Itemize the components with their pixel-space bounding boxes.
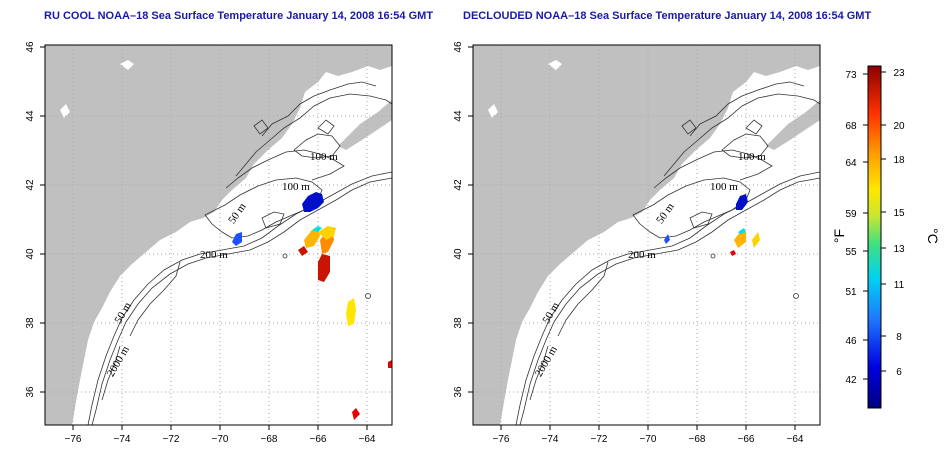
lon-tick-label: −72 bbox=[591, 434, 608, 445]
axis-ticks bbox=[40, 46, 368, 430]
lake bbox=[548, 60, 562, 70]
graticule bbox=[473, 45, 820, 425]
sst-pixels bbox=[232, 192, 392, 420]
lat-tick-label: 38 bbox=[453, 317, 464, 329]
temperature-colorbar: 73 68 64 59 55 51 46 42 23 20 18 15 13 1… bbox=[831, 65, 941, 409]
land-mass bbox=[473, 45, 820, 425]
lat-tick-label: 40 bbox=[25, 248, 36, 260]
fahrenheit-tick: 59 bbox=[845, 209, 857, 220]
lon-tick-label: −64 bbox=[359, 434, 376, 445]
lat-tick-label: 38 bbox=[25, 317, 36, 329]
panel-title-left: RU COOL NOAA–18 Sea Surface Temperature … bbox=[44, 10, 434, 22]
land-mass bbox=[45, 45, 392, 425]
contour-label: 100 m bbox=[282, 181, 310, 193]
lon-tick-label: −70 bbox=[212, 434, 229, 445]
lat-tick-label: 44 bbox=[25, 110, 36, 122]
nova-scotia bbox=[766, 100, 820, 150]
colorbar-gradient bbox=[867, 65, 882, 409]
axis-ticks bbox=[468, 46, 796, 430]
lat-tick-label: 44 bbox=[453, 110, 464, 122]
fahrenheit-tick: 64 bbox=[845, 158, 857, 169]
celsius-axis-label: °C bbox=[925, 228, 941, 244]
lon-tick-label: −76 bbox=[493, 434, 510, 445]
lat-tick-label: 40 bbox=[453, 248, 464, 260]
lake bbox=[120, 60, 134, 70]
map-frame bbox=[472, 44, 821, 426]
lat-tick-label: 42 bbox=[25, 179, 36, 191]
lon-tick-label: −70 bbox=[640, 434, 657, 445]
celsius-tick: 8 bbox=[896, 332, 902, 343]
fahrenheit-axis-label: °F bbox=[831, 229, 847, 243]
lon-tick-label: −74 bbox=[114, 434, 131, 445]
graticule bbox=[45, 45, 392, 425]
lake bbox=[488, 104, 498, 118]
celsius-tick: 23 bbox=[893, 68, 905, 79]
lon-tick-label: −68 bbox=[261, 434, 278, 445]
lon-tick-label: −68 bbox=[689, 434, 706, 445]
bathymetry-contours bbox=[87, 81, 392, 425]
lon-tick-label: −74 bbox=[542, 434, 559, 445]
celsius-tick: 18 bbox=[893, 155, 905, 166]
map-panel-left: 100 m 100 m 50 m 200 m 50 m 2000 m −76 −… bbox=[25, 41, 393, 445]
lon-tick-label: −66 bbox=[738, 434, 755, 445]
fahrenheit-tick: 68 bbox=[845, 121, 857, 132]
map-frame bbox=[44, 44, 393, 426]
lon-tick-label: −72 bbox=[163, 434, 180, 445]
lake bbox=[60, 104, 70, 118]
map-panel-right: 100 m 100 m 50 m 200 m 50 m 2000 m −76 −… bbox=[453, 41, 821, 445]
fahrenheit-tick: 46 bbox=[845, 336, 857, 347]
contour-label: 100 m bbox=[310, 151, 338, 163]
panel-title-right: DECLOUDED NOAA–18 Sea Surface Temperatur… bbox=[463, 10, 872, 22]
lon-tick-label: −64 bbox=[787, 434, 804, 445]
nova-scotia bbox=[338, 100, 392, 150]
lat-tick-label: 36 bbox=[453, 386, 464, 398]
fahrenheit-tick: 73 bbox=[845, 70, 857, 81]
celsius-tick: 15 bbox=[893, 208, 905, 219]
lat-tick-label: 46 bbox=[453, 41, 464, 53]
contour-label: 200 m bbox=[628, 249, 656, 261]
contour-label: 100 m bbox=[710, 181, 738, 193]
lat-tick-label: 36 bbox=[25, 386, 36, 398]
colorbar-ticks bbox=[863, 71, 886, 380]
contour-label: 100 m bbox=[738, 151, 766, 163]
fahrenheit-tick: 55 bbox=[845, 247, 857, 258]
celsius-tick: 6 bbox=[896, 367, 902, 378]
celsius-tick: 13 bbox=[893, 244, 905, 255]
celsius-tick: 11 bbox=[894, 280, 905, 291]
fahrenheit-tick: 42 bbox=[845, 375, 857, 386]
lon-tick-label: −66 bbox=[310, 434, 327, 445]
contour-label: 200 m bbox=[200, 249, 228, 261]
sst-pixels bbox=[664, 194, 760, 256]
lon-tick-label: −76 bbox=[65, 434, 82, 445]
lat-tick-label: 46 bbox=[25, 41, 36, 53]
celsius-tick: 20 bbox=[893, 121, 905, 132]
fahrenheit-tick: 51 bbox=[845, 287, 857, 298]
lat-tick-label: 42 bbox=[453, 179, 464, 191]
